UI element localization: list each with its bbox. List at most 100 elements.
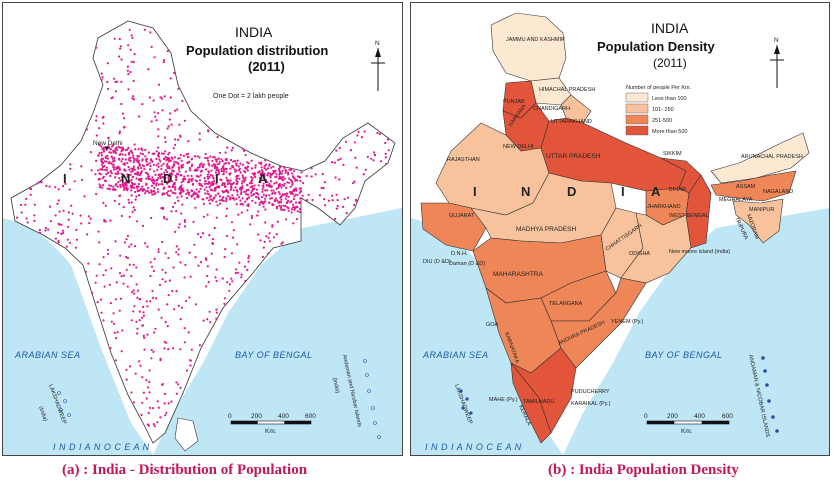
population-dot xyxy=(98,177,101,181)
population-dot xyxy=(155,157,158,160)
population-dot xyxy=(114,240,117,243)
population-dot xyxy=(148,369,151,372)
population-dot xyxy=(104,269,107,272)
population-dot xyxy=(130,201,133,204)
population-dot xyxy=(179,348,182,351)
population-dot xyxy=(366,155,369,158)
population-dot xyxy=(116,331,119,334)
population-dot xyxy=(118,202,121,206)
population-dot xyxy=(148,380,151,383)
population-dot xyxy=(241,197,244,200)
population-dot xyxy=(160,183,163,186)
population-dot xyxy=(268,164,271,167)
population-dot xyxy=(193,155,197,158)
population-dot xyxy=(238,187,242,191)
region-assam xyxy=(710,170,797,202)
population-dot xyxy=(173,201,177,205)
population-dot xyxy=(346,196,350,199)
population-dot xyxy=(194,206,197,209)
population-dot xyxy=(327,199,331,202)
population-dot xyxy=(175,210,178,213)
population-dot xyxy=(62,209,65,212)
population-dot xyxy=(180,159,183,162)
population-dot xyxy=(33,214,36,217)
population-dot xyxy=(119,47,122,50)
population-dot xyxy=(353,203,356,207)
population-dot xyxy=(238,167,241,171)
population-dot xyxy=(123,241,127,244)
population-dot xyxy=(143,192,146,195)
population-dot xyxy=(183,225,187,228)
population-dot xyxy=(171,289,174,293)
population-dot xyxy=(235,197,238,200)
population-dot xyxy=(169,96,172,99)
population-dot xyxy=(120,275,123,278)
india-letter-1: I xyxy=(63,171,69,186)
population-dot xyxy=(121,153,124,156)
population-dot xyxy=(127,181,130,184)
population-dot xyxy=(213,196,216,199)
population-dot xyxy=(174,143,177,146)
population-dot xyxy=(230,186,233,190)
population-dot xyxy=(278,173,281,176)
population-dot xyxy=(222,196,225,199)
population-dot xyxy=(208,175,211,179)
population-dot xyxy=(129,156,132,159)
population-dot xyxy=(103,160,106,163)
population-dot xyxy=(129,173,132,176)
population-dot xyxy=(152,163,155,166)
population-dot xyxy=(195,168,198,171)
population-dot xyxy=(271,192,274,195)
population-dot xyxy=(374,154,377,157)
population-dot xyxy=(38,181,41,184)
population-dot xyxy=(280,205,283,208)
population-dot xyxy=(188,251,191,254)
population-dot xyxy=(206,175,209,178)
label-nagaland: NAGALAND xyxy=(763,189,793,195)
population-dot xyxy=(281,176,284,179)
label-puducherry: PUDUCHERRY xyxy=(571,389,610,395)
population-dot xyxy=(276,220,279,223)
population-dot xyxy=(239,192,243,195)
region-gujarat xyxy=(420,202,487,252)
population-dot xyxy=(265,235,268,238)
population-dot xyxy=(179,191,182,194)
population-dot xyxy=(230,149,233,152)
region-kerala xyxy=(510,362,552,444)
population-dot xyxy=(122,282,125,285)
population-dot xyxy=(128,28,131,31)
population-dot xyxy=(132,60,135,64)
population-dot xyxy=(148,191,151,194)
population-dot xyxy=(129,48,132,51)
population-dot xyxy=(178,223,181,226)
population-dot xyxy=(217,192,220,195)
population-dot xyxy=(190,189,193,192)
population-dot xyxy=(171,180,174,183)
north-label-b: N xyxy=(774,37,779,44)
population-dot xyxy=(286,173,290,176)
population-dot xyxy=(137,155,141,158)
population-dot xyxy=(135,186,139,189)
population-dot xyxy=(191,182,195,185)
population-dot xyxy=(113,77,116,80)
population-dot xyxy=(87,215,91,218)
population-dot xyxy=(160,152,164,155)
population-dot xyxy=(194,256,197,259)
scale-b-tick-200: 200 xyxy=(667,413,678,420)
label-mahe: MAHE (Py.) xyxy=(489,397,518,403)
population-dot xyxy=(201,164,204,167)
population-dot xyxy=(145,160,148,163)
population-dot xyxy=(114,148,117,151)
distribution-map-svg: INDIA Population distribution (2011) One… xyxy=(3,3,402,455)
population-dot xyxy=(163,157,166,160)
population-dot xyxy=(153,180,156,183)
population-dot xyxy=(165,191,168,195)
population-dot xyxy=(220,158,223,161)
population-dot xyxy=(238,177,241,180)
population-dot xyxy=(166,182,169,185)
population-dot xyxy=(161,278,164,281)
population-dot xyxy=(185,299,188,303)
population-dot xyxy=(113,331,116,334)
population-dot xyxy=(274,200,277,203)
population-dot xyxy=(307,193,310,196)
